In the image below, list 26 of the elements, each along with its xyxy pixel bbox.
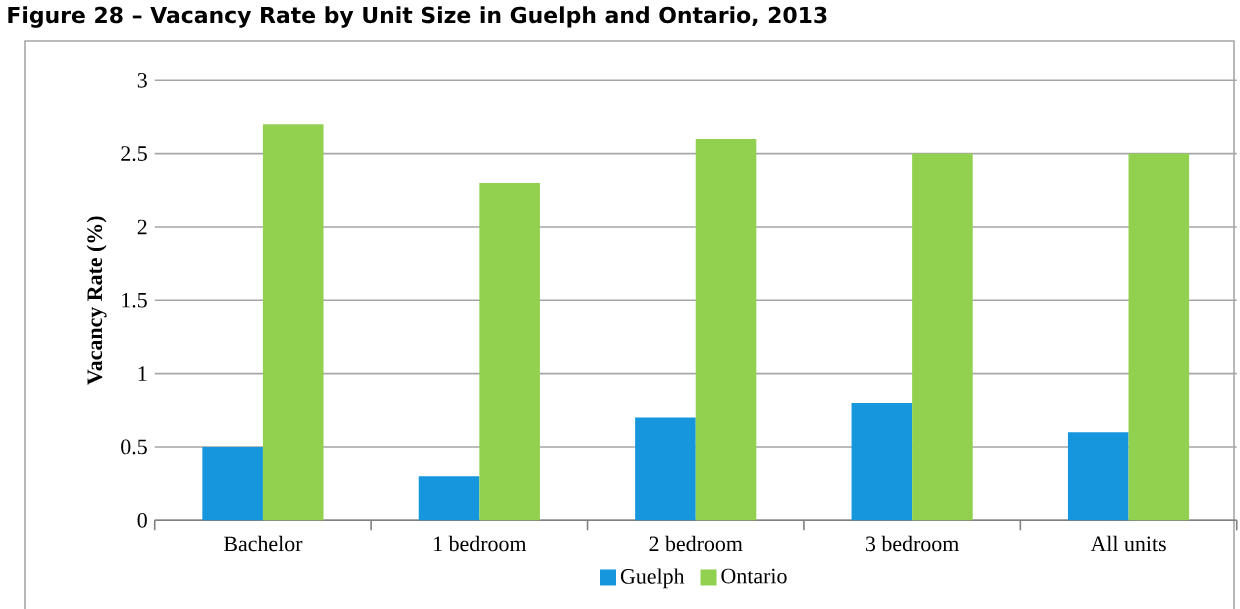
bar bbox=[1128, 153, 1190, 521]
x-tick-label: 1 bedroom bbox=[434, 535, 527, 552]
bar bbox=[479, 182, 540, 521]
legend-label: Guelph bbox=[620, 568, 685, 589]
bar bbox=[418, 476, 480, 521]
y-tick-label: 0 bbox=[137, 512, 147, 528]
chart-title: Figure 28 – Vacancy Rate by Unit Size in Guelph and Ontario, 2013 bbox=[8, 6, 827, 28]
legend-label: Ontario bbox=[721, 568, 787, 584]
y-tick-label: 0.5 bbox=[121, 439, 147, 455]
bar bbox=[912, 153, 973, 521]
bar bbox=[1067, 432, 1129, 521]
bar bbox=[695, 138, 757, 521]
bar bbox=[851, 402, 913, 521]
y-axis-title: Vacancy Rate (%) bbox=[86, 216, 107, 385]
bar bbox=[635, 417, 696, 521]
bar bbox=[262, 124, 324, 521]
y-tick-label: 3 bbox=[137, 72, 147, 88]
y-tick-label: 1 bbox=[138, 366, 147, 381]
x-tick-label: All units bbox=[1090, 535, 1166, 552]
y-tick-label: 1.5 bbox=[122, 292, 147, 308]
x-tick-label: Bachelor bbox=[224, 535, 303, 552]
y-tick-label: 2.5 bbox=[121, 146, 147, 162]
x-tick-label: 3 bedroom bbox=[866, 535, 959, 552]
y-tick-label: 2 bbox=[137, 219, 147, 235]
x-tick-label: 2 bedroom bbox=[649, 535, 743, 552]
bar bbox=[202, 446, 263, 521]
